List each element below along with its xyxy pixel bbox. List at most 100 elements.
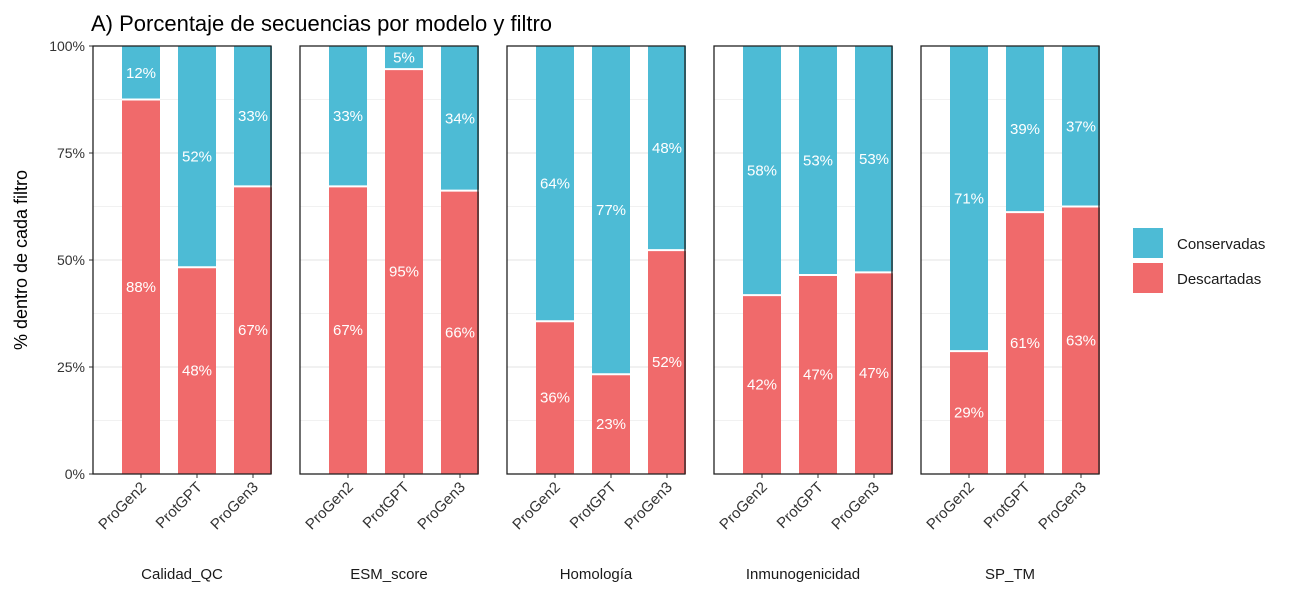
- legend-item-descartadas: Descartadas: [1133, 263, 1261, 293]
- data-label-conservadas: 53%: [803, 152, 833, 169]
- bar-descartadas: [592, 374, 630, 474]
- panel-esm-score: 33% 67% ProGen2 5% 95% ProtGPT 34% 66% ProGen3 ES…: [299, 45, 479, 583]
- facet-label: SP_TM: [985, 566, 1035, 583]
- bar-conservadas: [592, 46, 630, 375]
- bar-descartadas: [385, 69, 423, 474]
- x-tick-label: ProtGPT: [981, 479, 1034, 532]
- x-tick-label: ProtGPT: [360, 479, 413, 532]
- bar-conservadas: [648, 46, 686, 251]
- data-label-descartadas: 36%: [540, 390, 570, 407]
- bar-descartadas: [122, 99, 160, 474]
- bar-conservadas: [1006, 46, 1044, 213]
- bar-descartadas: [855, 272, 893, 474]
- bar-conservadas: [178, 46, 216, 268]
- data-label-descartadas: 23%: [596, 416, 626, 433]
- bar-conservadas: [122, 46, 160, 100]
- panel-border: [920, 45, 1100, 475]
- data-label-conservadas: 12%: [126, 65, 156, 82]
- panel-border: [299, 45, 479, 475]
- bar-conservadas: [799, 46, 837, 275]
- data-label-conservadas: 34%: [445, 110, 475, 127]
- data-label-conservadas: 58%: [747, 163, 777, 180]
- bar-conservadas: [950, 46, 988, 352]
- panel-border: [713, 45, 893, 475]
- bar-conservadas: [855, 46, 893, 273]
- facet-label: Homología: [560, 566, 633, 583]
- bar-conservadas: [441, 46, 479, 191]
- x-tick-label: ProGen3: [414, 479, 468, 533]
- y-tick-label: 75%: [57, 145, 85, 161]
- data-label-descartadas: 48%: [182, 363, 212, 380]
- data-label-conservadas: 64%: [540, 176, 570, 193]
- data-label-descartadas: 47%: [803, 366, 833, 383]
- data-label-conservadas: 37%: [1066, 118, 1096, 135]
- y-tick-label: 25%: [57, 359, 85, 375]
- bar-conservadas: [1062, 46, 1100, 207]
- data-label-conservadas: 33%: [333, 108, 363, 125]
- x-tick-label: ProGen2: [923, 479, 977, 533]
- facet-label: Calidad_QC: [141, 566, 223, 583]
- bar-descartadas: [329, 186, 367, 474]
- y-tick-label: 0%: [65, 466, 85, 482]
- facet-panels: 0% 25% 50% 75% 100% 12% 88% ProGen2 52% 48% ProtGP…: [49, 38, 1100, 583]
- bar-descartadas: [536, 321, 574, 474]
- x-tick-label: ProGen3: [621, 479, 675, 533]
- x-tick-label: ProGen3: [207, 479, 261, 533]
- data-label-conservadas: 53%: [859, 151, 889, 168]
- x-tick-label: ProGen2: [509, 479, 563, 533]
- panel-border: [92, 45, 272, 475]
- legend-swatch: [1133, 228, 1163, 258]
- bar-descartadas: [799, 274, 837, 474]
- x-tick-label: ProtGPT: [567, 479, 620, 532]
- data-label-conservadas: 71%: [954, 191, 984, 208]
- x-tick-label: ProGen2: [302, 479, 356, 533]
- data-label-conservadas: 52%: [182, 149, 212, 166]
- data-label-descartadas: 88%: [126, 279, 156, 296]
- data-label-descartadas: 95%: [389, 264, 419, 281]
- x-tick-label: ProGen3: [828, 479, 882, 533]
- data-label-descartadas: 42%: [747, 377, 777, 394]
- bar-descartadas: [743, 295, 781, 474]
- legend-swatch: [1133, 263, 1163, 293]
- data-label-descartadas: 29%: [954, 405, 984, 422]
- panel-sp-tm: 71% 29% ProGen2 39% 61% ProtGPT 37% 63% ProGen3 S…: [920, 45, 1100, 583]
- data-label-descartadas: 61%: [1010, 335, 1040, 352]
- legend-label: Descartadas: [1177, 271, 1261, 288]
- data-label-descartadas: 66%: [445, 324, 475, 341]
- bar-conservadas: [536, 46, 574, 322]
- data-label-conservadas: 5%: [393, 50, 415, 67]
- bar-descartadas: [648, 250, 686, 474]
- facet-label: ESM_score: [350, 566, 428, 583]
- bar-descartadas: [234, 186, 272, 474]
- data-label-conservadas: 48%: [652, 140, 682, 157]
- panel-border: [506, 45, 686, 475]
- data-label-conservadas: 33%: [238, 108, 268, 125]
- bar-descartadas: [441, 190, 479, 474]
- chart-title: A) Porcentaje de secuencias por modelo y…: [91, 11, 552, 36]
- bar-conservadas: [234, 46, 272, 187]
- facet-label: Inmunogenicidad: [746, 566, 860, 583]
- y-tick-label: 100%: [49, 38, 85, 54]
- bar-descartadas: [178, 267, 216, 474]
- panel-inmunogenicidad: 58% 42% ProGen2 53% 47% ProtGPT 53% 47% ProGen3 I…: [713, 45, 893, 583]
- legend-label: Conservadas: [1177, 236, 1265, 253]
- panel-homologia: 64% 36% ProGen2 77% 23% ProtGPT 48% 52% ProGen3 H…: [506, 45, 686, 583]
- data-label-descartadas: 52%: [652, 354, 682, 371]
- data-label-descartadas: 67%: [333, 322, 363, 339]
- x-tick-label: ProGen3: [1035, 479, 1089, 533]
- bar-conservadas: [743, 46, 781, 296]
- y-axis-label: % dentro de cada filtro: [11, 170, 31, 350]
- x-tick-label: ProtGPT: [774, 479, 827, 532]
- x-tick-label: ProtGPT: [153, 479, 206, 532]
- bar-descartadas: [1062, 206, 1100, 474]
- data-label-descartadas: 47%: [859, 365, 889, 382]
- data-label-conservadas: 39%: [1010, 121, 1040, 138]
- x-tick-label: ProGen2: [95, 479, 149, 533]
- y-axis: 0% 25% 50% 75% 100%: [49, 38, 93, 482]
- y-tick-label: 50%: [57, 252, 85, 268]
- legend: Conservadas Descartadas: [1133, 228, 1265, 293]
- data-label-conservadas: 77%: [596, 202, 626, 219]
- panel-calidad-qc: 12% 88% ProGen2 52% 48% ProtGPT 33% 67% ProGen3 C…: [92, 45, 272, 583]
- bar-descartadas: [950, 351, 988, 474]
